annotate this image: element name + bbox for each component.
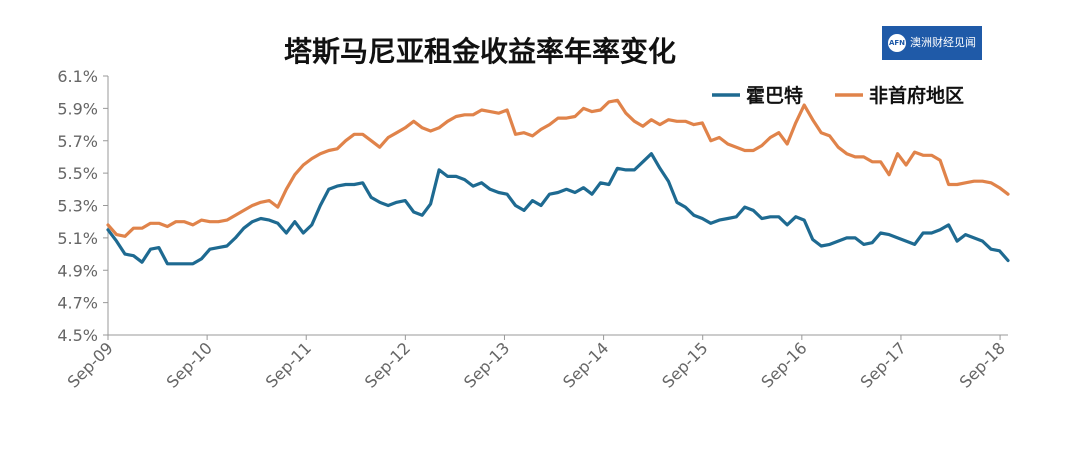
- y-tick-label: 5.7%: [57, 132, 98, 151]
- x-tick-label: Sep-18: [956, 338, 1009, 391]
- y-tick-label: 5.9%: [57, 99, 98, 118]
- x-tick-label: Sep-13: [460, 338, 513, 391]
- series-line-non-capital: [106, 98, 1010, 238]
- chart-title: 塔斯马尼亚租金收益率年率变化: [283, 35, 676, 68]
- y-tick-label: 5.3%: [57, 197, 98, 216]
- legend-label: 非首府地区: [869, 84, 964, 107]
- x-tick-label: Sep-14: [559, 338, 612, 391]
- y-tick-label: 4.9%: [57, 261, 98, 280]
- x-tick-label: Sep-09: [64, 338, 117, 391]
- y-tick-label: 4.5%: [57, 326, 98, 345]
- afn-logo: AFN 澳洲财经见闻: [882, 26, 982, 60]
- series-line-hobart: [106, 152, 1010, 266]
- x-tick-label: Sep-11: [262, 338, 315, 391]
- afn-logo-icon: AFN: [888, 34, 906, 52]
- x-tick-label: Sep-16: [757, 338, 810, 391]
- y-tick-label: 6.1%: [57, 67, 98, 86]
- x-tick-label: Sep-17: [857, 338, 910, 391]
- x-tick-label: Sep-12: [361, 338, 414, 391]
- x-tick-label: Sep-10: [163, 338, 216, 391]
- legend-label: 霍巴特: [746, 85, 803, 107]
- x-tick-label: Sep-15: [658, 338, 711, 391]
- y-tick-label: 4.7%: [57, 294, 98, 313]
- y-tick-label: 5.5%: [57, 164, 98, 183]
- logo-text: 澳洲财经见闻: [910, 35, 976, 49]
- y-tick-label: 5.1%: [57, 229, 98, 248]
